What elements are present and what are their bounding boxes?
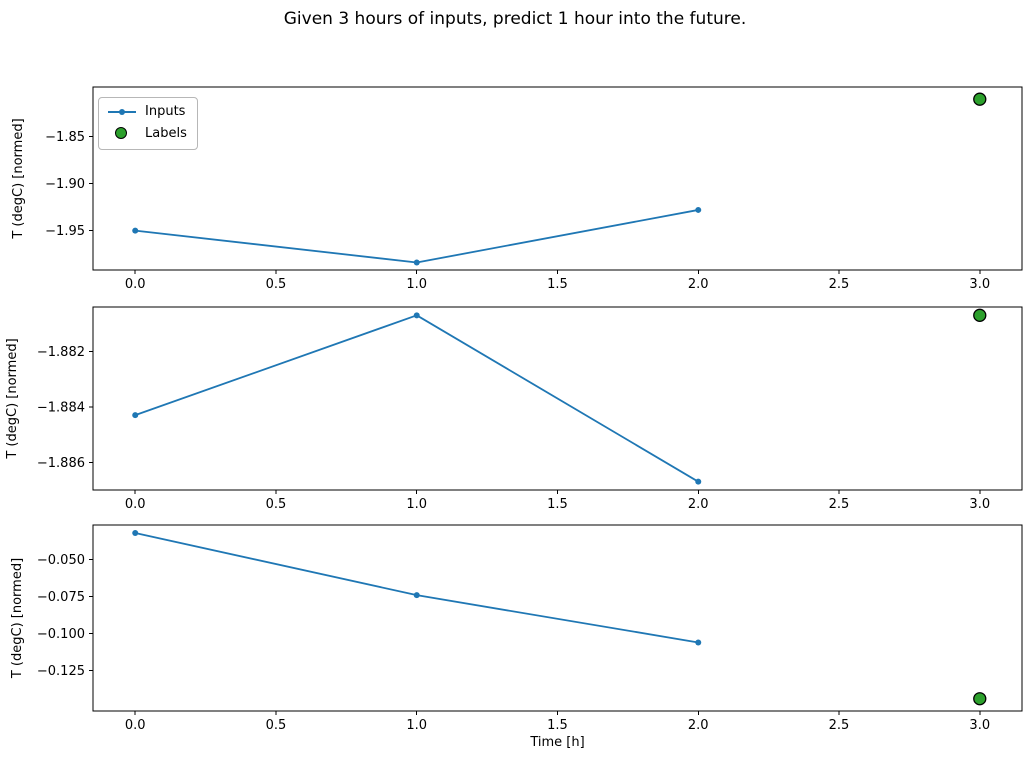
y-tick-label: −1.95	[45, 224, 85, 239]
x-tick-label: 1.0	[406, 277, 427, 292]
x-tick-label: 1.0	[406, 718, 427, 733]
x-tick-label: 0.0	[125, 718, 146, 733]
x-tick-label: 3.0	[969, 497, 990, 512]
subplot-1: 0.0 0.5 1.0 1.5 2.0 2.5 3.0 −1.85 −1.90 −1.95 T (d…	[11, 86, 1023, 292]
legend: Inputs Labels	[98, 97, 198, 150]
subplot-3: 0.0 0.5 1.0 1.5 2.0 2.5 3.0 −0.050 −0.075 −0.100 −…	[10, 524, 1023, 750]
inputs-point	[695, 478, 702, 485]
x-axis-label: Time [h]	[529, 735, 584, 750]
x-tick-label: 0.0	[125, 277, 146, 292]
inputs-point	[132, 412, 139, 419]
inputs-point	[132, 227, 139, 234]
y-tick-label: −1.884	[37, 400, 85, 415]
y-tick-label: −1.882	[37, 345, 85, 360]
y-tick-label: −0.075	[37, 590, 85, 605]
inputs-point	[695, 206, 702, 213]
x-tick-label: 0.0	[125, 497, 146, 512]
x-tick-label: 3.0	[969, 718, 990, 733]
labels-point	[973, 92, 987, 106]
inputs-dot-icon	[119, 109, 125, 115]
labels-circle-icon	[115, 127, 127, 139]
x-tick-label: 2.0	[688, 497, 709, 512]
legend-label-labels: Labels	[145, 126, 187, 141]
subplot-2: 0.0 0.5 1.0 1.5 2.0 2.5 3.0 −1.882 −1.884 −1.886 T…	[5, 306, 1023, 512]
x-tick-label: 2.5	[829, 277, 850, 292]
y-axis-label: T (degC) [normed]	[11, 118, 26, 239]
x-tick-label: 2.5	[829, 497, 850, 512]
y-tick-label: −1.886	[37, 456, 85, 471]
inputs-line-dot-icon	[108, 105, 136, 119]
x-tick-label: 2.0	[688, 718, 709, 733]
y-axis-label: T (degC) [normed]	[10, 558, 25, 679]
inputs-point	[695, 639, 702, 646]
x-tick-label: 1.5	[547, 718, 568, 733]
figure-title: Given 3 hours of inputs, predict 1 hour …	[283, 9, 747, 29]
y-axis-label: T (degC) [normed]	[5, 338, 20, 459]
legend-item-labels: Labels	[108, 126, 187, 142]
inputs-point	[413, 312, 420, 319]
labels-point	[973, 692, 987, 706]
x-tick-label: 0.5	[266, 277, 287, 292]
axes-frame	[92, 86, 1023, 271]
y-tick-label: −0.050	[37, 553, 85, 568]
x-tick-label: 0.5	[266, 497, 287, 512]
labels-point	[973, 308, 987, 322]
y-tick-label: −0.125	[37, 664, 85, 679]
x-tick-label: 0.5	[266, 718, 287, 733]
x-tick-label: 1.0	[406, 497, 427, 512]
x-tick-label: 1.5	[547, 497, 568, 512]
labels-key-slot	[108, 127, 136, 141]
y-tick-label: −1.85	[45, 130, 85, 145]
legend-label-inputs: Inputs	[145, 104, 186, 119]
x-tick-label: 2.0	[688, 277, 709, 292]
y-tick-label: −1.90	[45, 177, 85, 192]
y-tick-label: −0.100	[37, 627, 85, 642]
inputs-point	[413, 592, 420, 599]
x-tick-label: 3.0	[969, 277, 990, 292]
inputs-point	[132, 529, 139, 536]
legend-item-inputs: Inputs	[108, 104, 187, 120]
x-tick-label: 1.5	[547, 277, 568, 292]
x-tick-label: 2.5	[829, 718, 850, 733]
inputs-point	[413, 259, 420, 266]
